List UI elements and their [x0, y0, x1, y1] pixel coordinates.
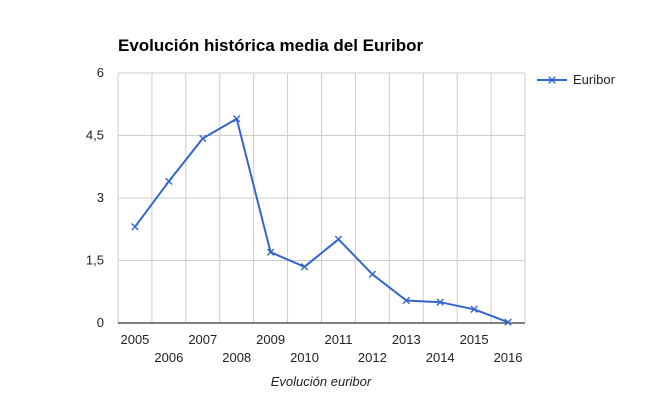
data-point: [266, 248, 275, 256]
x-tick-label: 2008: [222, 350, 251, 365]
data-point: [436, 298, 444, 306]
data-point: [504, 318, 512, 326]
x-tick-label: 2010: [290, 350, 319, 365]
x-tick-label: 2014: [426, 350, 455, 365]
data-point: [300, 263, 309, 271]
x-tick-label: 2009: [256, 332, 285, 347]
x-tick-label: 2007: [188, 332, 217, 347]
series-layer: [131, 115, 512, 326]
data-point: [470, 305, 478, 313]
x-tick-label: 2005: [120, 332, 149, 347]
data-point: [165, 177, 173, 186]
legend: Euribor: [537, 72, 616, 87]
data-point: [131, 223, 139, 231]
x-tick-labels: 2005 2006 2007 2008 2009 2010 2011 2012 2013 2014…: [120, 332, 522, 365]
y-tick-label: 3: [97, 190, 104, 205]
legend-label: Euribor: [573, 72, 616, 87]
y-tick-label: 6: [97, 65, 104, 80]
x-tick-label: 2011: [324, 332, 352, 347]
y-tick-label: 0: [97, 315, 104, 330]
chart-title: Evolución histórica media del Euribor: [118, 36, 424, 55]
data-point: [199, 134, 207, 143]
grid-lines: [117, 72, 526, 323]
x-axis-label: Evolución euribor: [271, 374, 372, 389]
series-line: [134, 117, 509, 324]
y-tick-label: 4,5: [86, 128, 104, 143]
x-tick-label: 2015: [460, 332, 489, 347]
y-tick-labels: 0 1,5 3 4,5 6: [86, 65, 104, 330]
y-tick-label: 1,5: [86, 253, 104, 268]
legend-item: Euribor: [537, 72, 616, 87]
data-point: [402, 296, 410, 305]
x-tick-label: 2006: [154, 350, 183, 365]
data-point: [233, 115, 241, 123]
x-tick-label: 2012: [358, 350, 387, 365]
data-point: [368, 270, 377, 278]
x-tick-label: 2016: [494, 350, 523, 365]
x-tick-label: 2013: [392, 332, 421, 347]
data-point: [334, 235, 343, 243]
